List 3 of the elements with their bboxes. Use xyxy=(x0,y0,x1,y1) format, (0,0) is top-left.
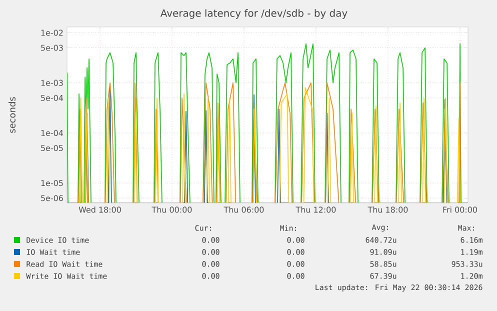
line-series xyxy=(67,43,468,204)
y-axis-title: seconds xyxy=(8,97,16,133)
chart-title: Average latency for /dev/sdb - by day xyxy=(160,9,348,19)
